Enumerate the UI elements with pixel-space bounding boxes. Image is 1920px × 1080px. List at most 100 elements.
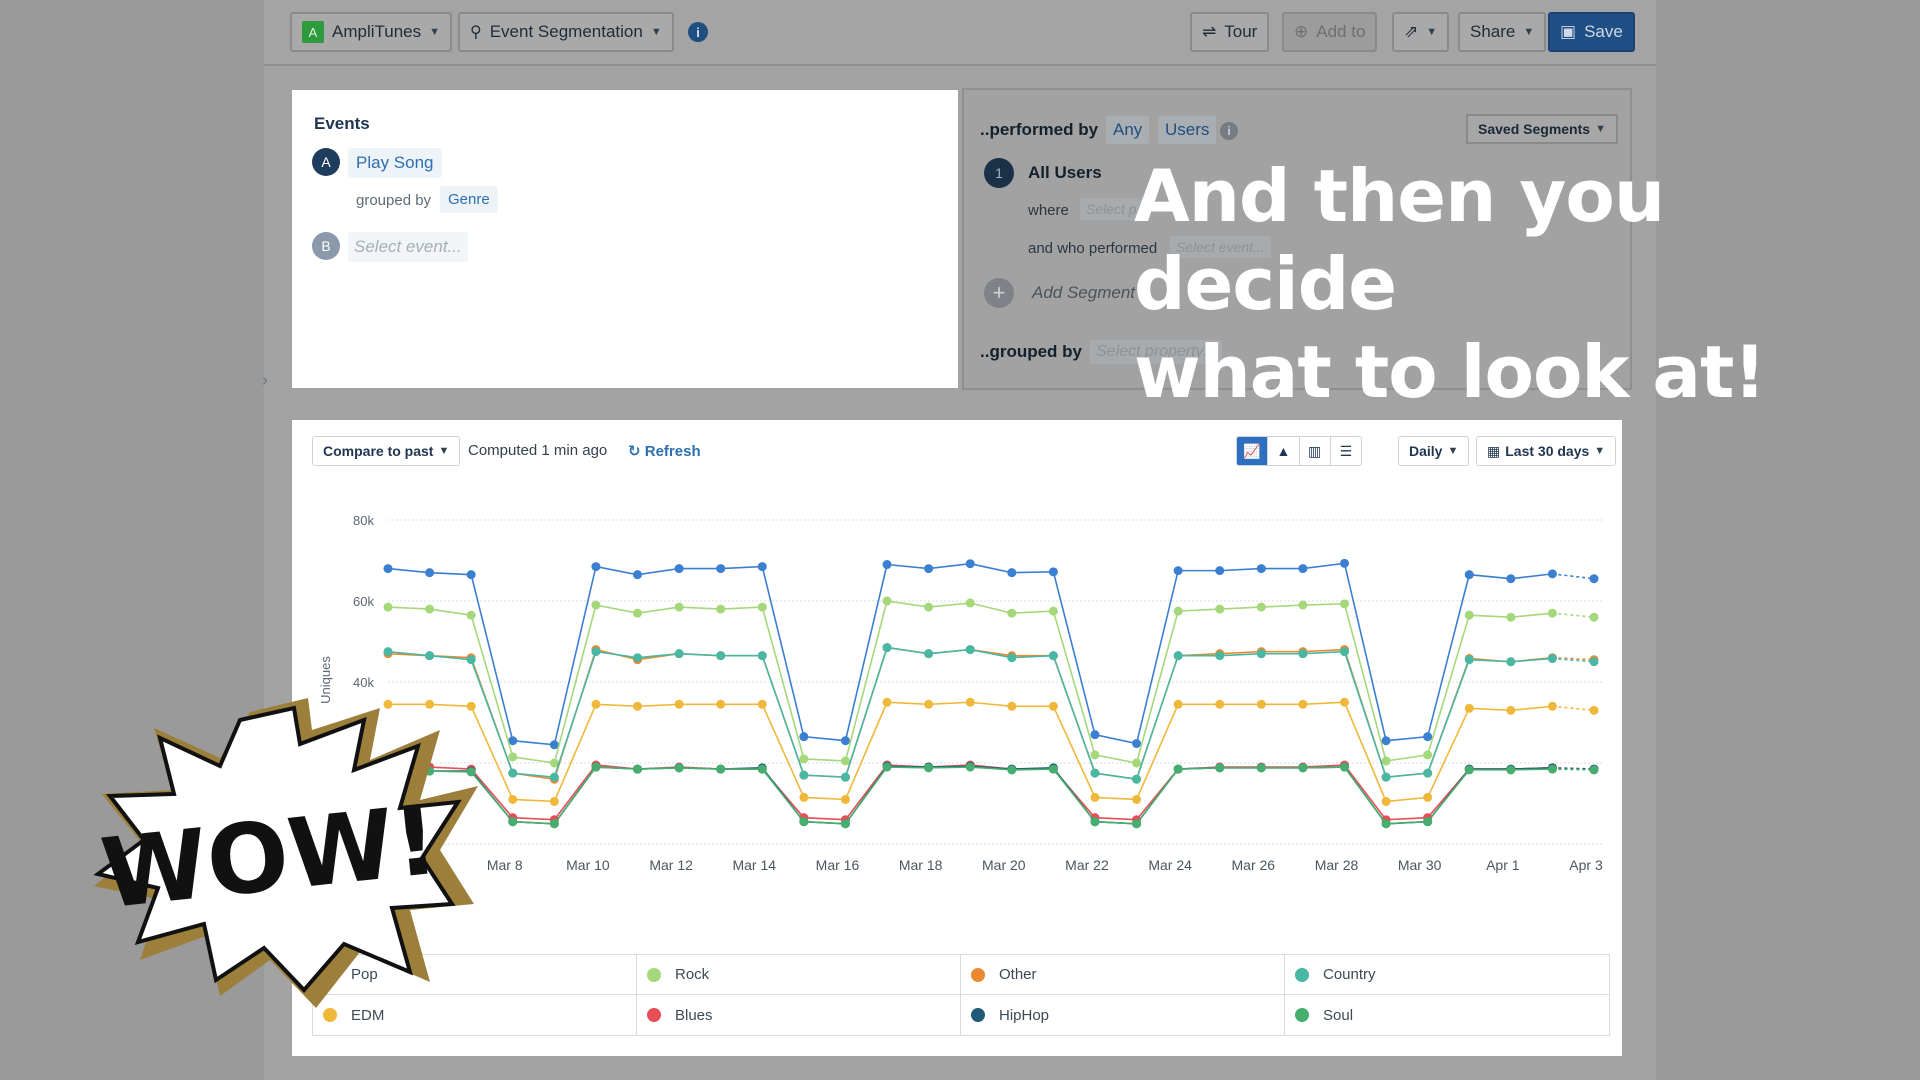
area-chart-icon[interactable]: ▲: [1268, 437, 1300, 465]
data-point-country: [1256, 649, 1266, 659]
overlay-line-1: And then you decide: [1134, 154, 1665, 326]
chart-view-toggle: 📈 ▲ ▥ ☰: [1236, 436, 1362, 466]
data-point-country: [799, 770, 809, 780]
legend-item-rock[interactable]: Rock: [637, 955, 961, 995]
event-b-selector[interactable]: Select event...: [348, 232, 468, 262]
data-point-pop: [840, 736, 850, 746]
data-point-edm: [882, 697, 892, 707]
info-icon[interactable]: i: [688, 22, 708, 42]
series-line-projected-country: [1552, 657, 1595, 663]
data-point-country: [1589, 657, 1599, 667]
legend-label: EDM: [351, 1006, 385, 1024]
legend-item-other[interactable]: Other: [961, 955, 1285, 995]
any-selector[interactable]: Any: [1106, 116, 1150, 144]
series-line-projected-hiphop: [1552, 767, 1595, 770]
event-a-selector[interactable]: Play Song: [348, 148, 442, 178]
events-title: Events: [314, 114, 370, 133]
data-point-pop: [1423, 732, 1433, 742]
export-button[interactable]: ⇗ ▼: [1392, 12, 1450, 52]
table-view-icon[interactable]: ☰: [1339, 442, 1353, 459]
chevron-right-icon[interactable]: ›: [262, 370, 268, 390]
data-point-pop: [1547, 569, 1557, 579]
segment-name[interactable]: All Users: [1028, 163, 1102, 182]
data-point-country: [965, 645, 975, 655]
data-point-edm: [1506, 705, 1516, 715]
data-point-rock: [716, 604, 726, 614]
users-selector[interactable]: Users: [1158, 116, 1217, 144]
legend-item-hiphop[interactable]: HipHop: [961, 995, 1285, 1035]
data-point-pop: [383, 564, 393, 574]
save-button[interactable]: ▣ Save: [1548, 12, 1635, 52]
bar-chart-icon[interactable]: ▥: [1300, 437, 1331, 465]
legend-item-country[interactable]: Country: [1285, 955, 1609, 995]
project-selector[interactable]: A AmpliTunes ▼: [290, 12, 453, 52]
data-point-pop: [1132, 739, 1142, 749]
data-point-soul: [1215, 763, 1225, 773]
save-label: Save: [1584, 22, 1623, 41]
group-by-property[interactable]: Genre: [440, 186, 498, 213]
segmentation-icon: ⚲: [470, 24, 482, 41]
data-point-edm: [633, 701, 643, 711]
data-point-rock: [425, 604, 435, 614]
segment-grouped-by-label: ..grouped by: [980, 342, 1082, 361]
computed-status: Computed 1 min ago: [468, 442, 608, 459]
where-property-selector[interactable]: Select p: [1080, 198, 1143, 220]
legend-item-edm[interactable]: EDM: [313, 995, 637, 1035]
data-point-rock: [1090, 750, 1100, 760]
add-to-label: Add to: [1316, 22, 1366, 41]
add-segment-button[interactable]: Add Segment: [1032, 283, 1136, 302]
events-panel: Events A Play Song grouped by Genre B Se…: [290, 88, 960, 390]
tour-button[interactable]: ⇌ Tour: [1190, 12, 1270, 52]
who-performed-event-selector[interactable]: Select event...: [1170, 236, 1271, 258]
x-tick-label: Mar 26: [1232, 857, 1276, 873]
data-point-pop: [1048, 567, 1058, 577]
saved-segments-button[interactable]: Saved Segments ▼: [1466, 114, 1618, 144]
series-line-projected-other: [1552, 656, 1595, 661]
segment-group-property-selector[interactable]: Select property...: [1090, 340, 1222, 364]
data-point-country: [633, 653, 643, 663]
performed-by-label: ..performed by: [980, 120, 1099, 139]
legend-item-blues[interactable]: Blues: [637, 995, 961, 1035]
legend-label: Blues: [675, 1006, 713, 1024]
data-point-edm: [965, 697, 975, 707]
tour-label: Tour: [1224, 22, 1258, 41]
y-axis-label: Uniques: [318, 656, 333, 704]
data-point-rock: [1256, 602, 1266, 612]
interval-selector[interactable]: Daily ▼: [1398, 436, 1470, 466]
x-tick-label: Apr 1: [1486, 857, 1520, 873]
series-line-hiphop: [387, 765, 1553, 825]
add-segment-icon[interactable]: +: [984, 278, 1014, 308]
add-to-button[interactable]: ⊕ Add to: [1282, 12, 1378, 52]
chevron-down-icon: ▼: [1594, 445, 1606, 457]
refresh-button[interactable]: ↻ Refresh: [628, 442, 701, 460]
where-label: where: [1028, 202, 1069, 219]
event-b-badge: B: [312, 232, 340, 260]
data-point-rock: [466, 610, 476, 620]
data-point-rock: [1506, 612, 1516, 622]
date-range-selector[interactable]: ▦ Last 30 days ▼: [1476, 436, 1617, 466]
compare-to-past-button[interactable]: Compare to past ▼: [312, 436, 461, 466]
chart-legend: Pop Rock Other Country EDM Blues HipHop Soul: [312, 954, 1610, 1036]
y-tick-label: 80k: [353, 513, 374, 528]
x-tick-label: Mar 12: [649, 857, 693, 873]
data-point-pop: [591, 562, 601, 572]
data-point-soul: [633, 764, 643, 774]
data-point-edm: [1547, 701, 1557, 711]
data-point-edm: [924, 699, 934, 709]
data-point-rock: [674, 602, 684, 612]
data-point-country: [1048, 651, 1058, 661]
data-point-edm: [549, 796, 559, 806]
chart-type-selector[interactable]: ⚲ Event Segmentation ▼: [458, 12, 674, 52]
chevron-down-icon: ▼: [650, 26, 662, 38]
data-point-country: [1381, 772, 1391, 782]
line-chart-icon[interactable]: 📈: [1237, 437, 1269, 465]
data-point-edm: [716, 699, 726, 709]
data-point-pop: [549, 740, 559, 750]
data-point-country: [1339, 647, 1349, 657]
data-point-rock: [1381, 756, 1391, 766]
info-icon[interactable]: i: [1220, 122, 1238, 140]
legend-item-soul[interactable]: Soul: [1285, 995, 1609, 1035]
share-button[interactable]: Share ▼: [1458, 12, 1547, 52]
series-line-country: [387, 646, 1553, 781]
data-point-soul: [1506, 765, 1516, 775]
